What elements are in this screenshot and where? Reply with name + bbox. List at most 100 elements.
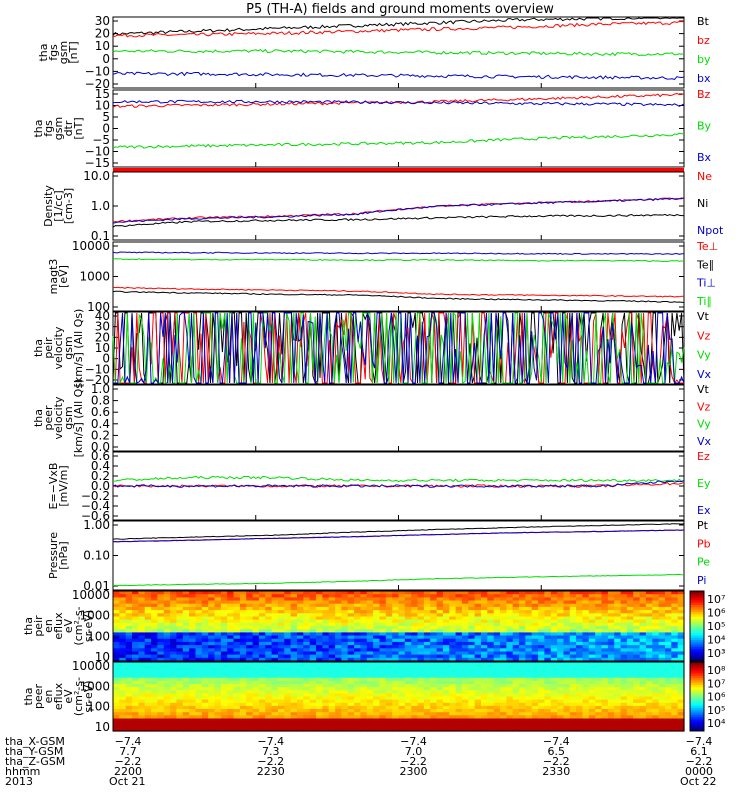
heatmap-cell bbox=[620, 696, 628, 701]
heatmap-cell bbox=[404, 610, 412, 614]
heatmap-cell bbox=[588, 709, 596, 713]
series-line-bx bbox=[112, 71, 685, 80]
heatmap-cell bbox=[303, 635, 311, 640]
heatmap-cell bbox=[601, 600, 609, 605]
heatmap-cell bbox=[582, 721, 590, 726]
heatmap-cell bbox=[220, 662, 228, 666]
heatmap-cell bbox=[214, 715, 222, 719]
heatmap-cell bbox=[614, 687, 622, 691]
legend-Ne: Ne bbox=[697, 170, 712, 183]
heatmap-cell bbox=[658, 702, 666, 707]
heatmap-cell bbox=[620, 684, 628, 688]
heatmap-cell bbox=[392, 727, 400, 732]
heatmap-cell bbox=[278, 619, 285, 624]
heatmap-cell bbox=[639, 600, 647, 605]
heatmap-cell bbox=[303, 696, 311, 701]
heatmap-cell bbox=[214, 690, 222, 694]
heatmap-cell bbox=[125, 610, 133, 614]
heatmap-cell bbox=[671, 674, 679, 679]
y-axis-label: velocity bbox=[52, 396, 65, 439]
series-line-Bx bbox=[112, 99, 685, 107]
heatmap-cell bbox=[360, 632, 368, 637]
heatmap-cell bbox=[138, 635, 146, 640]
heatmap-cell bbox=[595, 715, 603, 719]
heatmap-cell bbox=[354, 610, 361, 614]
heatmap-cell bbox=[500, 674, 507, 679]
heatmap-cell bbox=[614, 665, 622, 669]
heatmap-cell bbox=[220, 668, 228, 672]
heatmap-cell bbox=[246, 668, 254, 672]
heatmap-cell bbox=[214, 702, 222, 707]
heatmap-cell bbox=[220, 677, 228, 682]
heatmap-cell bbox=[170, 622, 177, 627]
heatmap-cell bbox=[671, 668, 679, 672]
heatmap-cell bbox=[341, 665, 349, 669]
heatmap-cell bbox=[538, 702, 545, 707]
heatmap-cell bbox=[208, 715, 216, 719]
heatmap-cell bbox=[360, 606, 368, 611]
heatmap-cell bbox=[227, 638, 235, 643]
heatmap-cell bbox=[347, 597, 355, 602]
heatmap-cell bbox=[385, 657, 393, 662]
heatmap-cell bbox=[550, 677, 558, 682]
heatmap-cell bbox=[303, 645, 311, 649]
heatmap-cell bbox=[379, 651, 387, 656]
heatmap-cell bbox=[614, 715, 622, 719]
heatmap-cell bbox=[385, 727, 393, 732]
heatmap-cell bbox=[290, 632, 298, 637]
heatmap-cell bbox=[525, 597, 533, 602]
heatmap-cell bbox=[449, 718, 457, 723]
heatmap-cell bbox=[151, 638, 158, 643]
heatmap-cell bbox=[398, 699, 406, 704]
heatmap-cell bbox=[322, 674, 330, 679]
heatmap-cell bbox=[442, 699, 450, 704]
heatmap-cell bbox=[607, 680, 615, 685]
heatmap-cell bbox=[132, 597, 139, 602]
heatmap-cell bbox=[512, 594, 520, 598]
heatmap-cell bbox=[576, 684, 583, 688]
heatmap-cell bbox=[366, 680, 374, 685]
colorbar-cell bbox=[690, 694, 704, 697]
heatmap-cell bbox=[303, 690, 311, 694]
heatmap-cell bbox=[258, 657, 266, 662]
heatmap-cell bbox=[284, 705, 292, 710]
heatmap-cell bbox=[493, 718, 501, 723]
heatmap-cell bbox=[125, 724, 133, 729]
heatmap-cell bbox=[239, 594, 247, 598]
heatmap-cell bbox=[284, 606, 292, 611]
heatmap-cell bbox=[170, 724, 177, 729]
heatmap-cell bbox=[278, 600, 285, 605]
heatmap-cell bbox=[595, 662, 603, 666]
heatmap-cell bbox=[677, 591, 685, 595]
heatmap-cell bbox=[671, 638, 679, 643]
heatmap-cell bbox=[220, 657, 228, 662]
heatmap-cell bbox=[214, 718, 222, 723]
heatmap-cell bbox=[487, 657, 495, 662]
heatmap-cell bbox=[614, 616, 622, 621]
heatmap-cell bbox=[322, 591, 330, 595]
heatmap-cell bbox=[487, 619, 495, 624]
heatmap-cell bbox=[322, 600, 330, 605]
heatmap-cell bbox=[151, 613, 158, 618]
heatmap-cell bbox=[582, 632, 590, 637]
heatmap-cell bbox=[227, 671, 235, 676]
heatmap-cell bbox=[322, 668, 330, 672]
heatmap-cell bbox=[347, 657, 355, 662]
panel-6: 1.00.80.60.40.20.0thapeervelocitygsm[km/… bbox=[32, 379, 712, 458]
heatmap-cell bbox=[677, 724, 685, 729]
heatmap-cell bbox=[671, 657, 679, 662]
heatmap-cell bbox=[201, 654, 209, 659]
heatmap-cell bbox=[373, 606, 380, 611]
heatmap-cell bbox=[328, 715, 336, 719]
heatmap-cell bbox=[449, 622, 457, 627]
heatmap-cell bbox=[214, 687, 222, 691]
heatmap-cell bbox=[563, 645, 571, 649]
heatmap-cell bbox=[176, 674, 184, 679]
heatmap-cell bbox=[341, 622, 349, 627]
heatmap-cell bbox=[601, 616, 609, 621]
heatmap-cell bbox=[576, 715, 583, 719]
heatmap-cell bbox=[366, 687, 374, 691]
heatmap-cell bbox=[195, 699, 203, 704]
heatmap-cell bbox=[214, 696, 222, 701]
heatmap-cell bbox=[493, 687, 501, 691]
